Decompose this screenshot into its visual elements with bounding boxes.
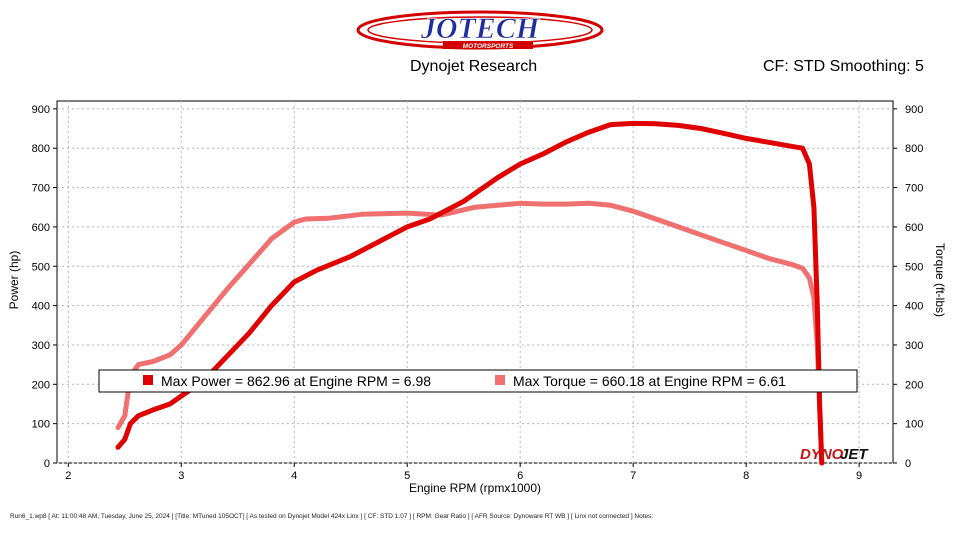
y-tick-label-left: 400 [32, 301, 50, 313]
y-tick-label-left: 500 [32, 261, 50, 273]
run-info-footer: Run6_1.wp8 [ At: 11:00:48 AM, Tuesday, J… [10, 513, 654, 520]
watermark-dyno: DYNO [800, 446, 844, 463]
x-tick-label: 5 [404, 470, 410, 482]
y-tick-label-right: 500 [905, 261, 923, 273]
x-tick-label: 2 [65, 470, 71, 482]
plot-frame [56, 100, 894, 464]
x-tick-label: 8 [743, 470, 749, 482]
y-tick-label-left: 700 [32, 183, 50, 195]
y-tick-label-right: 700 [905, 183, 923, 195]
legend-box: Max Power = 862.96 at Engine RPM = 6.98 … [98, 369, 858, 393]
y-tick-label-right: 0 [905, 458, 911, 470]
correction-smoothing-label: CF: STD Smoothing: 5 [763, 58, 924, 75]
legend-swatch-torque [495, 375, 505, 385]
dynojet-watermark: DYNO JET [800, 446, 869, 463]
dyno-brand-label: Dynojet Research [410, 58, 538, 75]
x-axis-title: Engine RPM (rpmx1000) [409, 481, 541, 495]
legend-swatch-power [143, 375, 153, 385]
y-tick-label-right: 300 [905, 340, 923, 352]
y-tick-label-right: 800 [905, 143, 923, 155]
y-axis-title-right: Torque (ft-lbs) [933, 243, 947, 317]
logo-subtext-band [443, 41, 533, 49]
y-tick-label-left: 300 [32, 340, 50, 352]
y-tick-label-left: 900 [32, 104, 50, 116]
watermark-jet: JET [840, 446, 869, 463]
x-tick-label: 7 [630, 470, 636, 482]
y-axis-title-left: Power (hp) [7, 251, 21, 310]
jotech-logo: JOTECH MOTORSPORTS [356, 10, 604, 50]
x-tick-label: 9 [856, 470, 862, 482]
x-tick-label: 3 [178, 470, 184, 482]
y-tick-label-right: 400 [905, 301, 923, 313]
y-tick-label-left: 0 [44, 458, 50, 470]
legend-power-text: Max Power = 862.96 at Engine RPM = 6.98 [161, 373, 431, 389]
y-tick-label-right: 200 [905, 379, 923, 391]
y-tick-label-left: 200 [32, 379, 50, 391]
legend-torque-text: Max Torque = 660.18 at Engine RPM = 6.61 [513, 373, 786, 389]
y-tick-label-right: 600 [905, 222, 923, 234]
torque-curve [115, 200, 825, 466]
y-tick-label-right: 900 [905, 104, 923, 116]
y-tick-label-left: 800 [32, 143, 50, 155]
y-tick-label-left: 600 [32, 222, 50, 234]
y-tick-label-left: 100 [32, 419, 50, 431]
x-tick-label: 4 [291, 470, 297, 482]
power-curve [115, 120, 825, 466]
logo-subtext: MOTORSPORTS [463, 43, 514, 50]
x-tick-label: 6 [517, 470, 523, 482]
logo-text: JOTECH [420, 12, 541, 45]
y-tick-label-right: 100 [905, 419, 923, 431]
